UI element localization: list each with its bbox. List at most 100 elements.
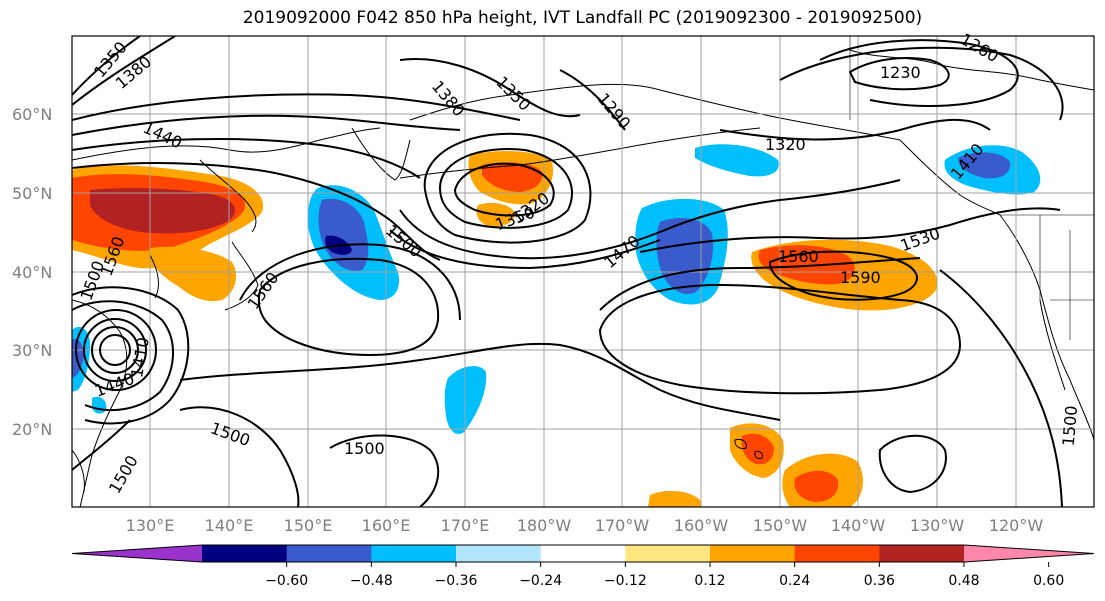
contour-1290 <box>559 69 626 131</box>
contour-label: 1320 <box>765 135 806 154</box>
coastline-alaska <box>409 83 901 141</box>
colorbar-tick-label: 0.60 <box>1033 573 1064 589</box>
contour-1500-philippines <box>72 419 131 471</box>
contour-1500-hawaii-loop <box>878 434 947 494</box>
colorbar-tick-label: 0.24 <box>779 573 810 589</box>
colorbar-segment <box>540 545 626 562</box>
contour-1350-northwest <box>72 36 141 96</box>
colorbar-tick-label: −0.48 <box>350 573 393 589</box>
contour-1380-northwest <box>72 36 176 106</box>
contour-1500-south-loop <box>329 434 440 507</box>
colorbar-segment <box>456 545 542 562</box>
coastline-siberia <box>72 127 381 161</box>
contour-low-2 <box>438 148 573 229</box>
lon-label: 150°E <box>284 516 333 535</box>
contour-typhoon-4 <box>74 309 158 391</box>
lon-label: 140°W <box>831 516 886 535</box>
lon-label: 180°W <box>517 516 572 535</box>
colorbar-tick-label: −0.36 <box>435 573 478 589</box>
contour-typhoon-3 <box>82 318 148 382</box>
colorbar-tick-label: 0.48 <box>948 573 979 589</box>
ivt-region-alaska-south <box>695 144 779 177</box>
contour-1530 <box>639 207 1061 253</box>
contour-1440-north <box>72 114 461 136</box>
contour-label: 1500 <box>1059 405 1081 447</box>
contour-1320-east <box>719 118 991 141</box>
contour-1410-north <box>72 93 521 121</box>
lat-label-60n: 60°N <box>12 105 52 124</box>
contour-1560-high <box>599 257 921 311</box>
ivt-region-northwest-pacific-core <box>318 198 369 271</box>
lon-label: 150°W <box>753 516 808 535</box>
grid-lines <box>72 36 1094 507</box>
contour-typhoon-6 <box>72 286 190 425</box>
colorbar-extend-low <box>72 545 202 562</box>
contour-typhoon-1 <box>98 334 132 366</box>
colorbar: −0.60 −0.48 −0.36 −0.24 −0.12 0.12 0.24 0.36 0.4… <box>71 544 1095 589</box>
colorbar-outline <box>71 544 1095 563</box>
lat-label-30n: 30°N <box>12 341 52 360</box>
ivt-region-south-west <box>648 490 702 507</box>
lon-label: 130°E <box>126 516 175 535</box>
contour-typhoon-2 <box>90 326 140 374</box>
contour-1350-bering <box>399 58 581 118</box>
colorbar-extend-high <box>964 545 1094 562</box>
coastline-hawaii-2 <box>754 451 763 460</box>
contour-1500-mid <box>389 229 661 270</box>
colorbar-segment <box>625 545 711 562</box>
contour-1230 <box>848 57 950 91</box>
contour-label: 1230 <box>880 63 921 82</box>
ivt-region-asia-north-max <box>90 187 235 234</box>
lat-label-50n: 50°N <box>12 184 52 203</box>
lon-label: 160°E <box>362 516 411 535</box>
colorbar-segment <box>879 545 965 562</box>
contour-low-1 <box>453 162 555 217</box>
coastline-canada-north <box>849 49 1094 91</box>
colorbar-tick-label: −0.60 <box>265 573 308 589</box>
ivt-region-typhoon-core <box>72 338 84 378</box>
map-plot-area <box>72 36 1094 507</box>
contour-1500-southwest <box>179 406 300 507</box>
coastline-alaska-panhandle <box>899 139 1001 216</box>
colorbar-tick-label: 0.12 <box>694 573 725 589</box>
coastline-philippines <box>72 449 85 493</box>
contour-typhoon-5 <box>72 300 174 412</box>
contour-1500-west <box>72 162 441 261</box>
coastline-baja <box>1039 299 1066 391</box>
ivt-region-japan <box>149 246 237 302</box>
lat-label-20n: 20°N <box>12 420 52 439</box>
coastline-aleutians <box>399 127 761 179</box>
contour-low-3 <box>423 132 592 244</box>
coastline-japan <box>224 241 259 311</box>
ivt-region-hawaii-core <box>741 433 774 465</box>
colorbar-segment <box>371 545 457 562</box>
colorbar-tick-label: −0.24 <box>519 573 562 589</box>
colorbar-segment <box>202 545 288 562</box>
contour-1530-west <box>239 243 461 321</box>
coastline-north-america-west <box>999 214 1094 441</box>
colorbar-segment <box>794 545 880 562</box>
coastline-kamchatka <box>351 127 411 181</box>
lon-label: 170°W <box>595 516 650 535</box>
contour-1500-central <box>179 342 781 421</box>
lon-label: 140°E <box>205 516 254 535</box>
coastline-okhotsk <box>199 159 257 233</box>
contour-1560-west-loop <box>257 257 440 357</box>
colorbar-tick-label: 0.36 <box>864 573 895 589</box>
contour-1470 <box>399 179 901 260</box>
lon-label: 170°E <box>441 516 490 535</box>
contour-1560-loop <box>598 283 962 395</box>
contour-label: 1500 <box>344 439 385 458</box>
lat-label-40n: 40°N <box>12 263 52 282</box>
contour-label: 1560 <box>778 247 819 266</box>
colorbar-tick-label: −0.12 <box>604 573 647 589</box>
colorbar-segment <box>710 545 796 562</box>
coastline-hawaii-1 <box>734 439 747 449</box>
contour-1260 <box>819 39 1019 107</box>
lon-label: 120°W <box>989 516 1044 535</box>
height-contours <box>72 36 1064 507</box>
contour-1290-east <box>779 46 1064 121</box>
ivt-region-pacific-northwest-core <box>958 152 1011 179</box>
map-frame <box>71 35 1095 508</box>
